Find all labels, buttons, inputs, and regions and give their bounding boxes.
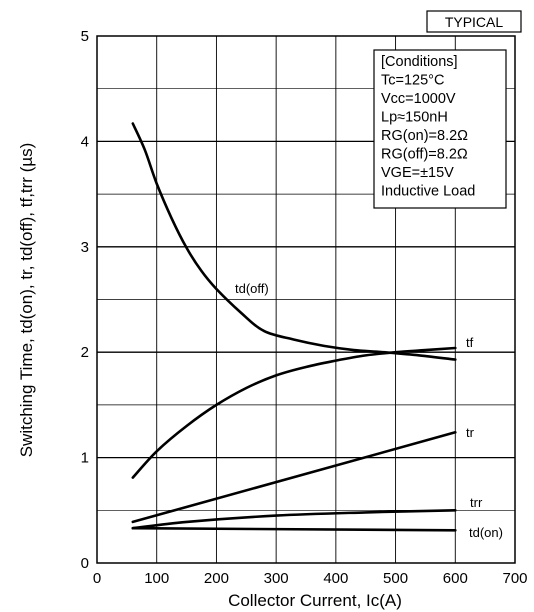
x-tick-label: 100 <box>144 570 169 587</box>
y-tick-label: 2 <box>81 344 89 361</box>
series-line-trr <box>131 509 457 530</box>
x-tick-label: 0 <box>93 570 101 587</box>
x-axis-label: Collector Current, Ic(A) <box>228 591 402 610</box>
series-label-tr: tr <box>466 425 475 440</box>
x-tick-label: 300 <box>264 570 289 587</box>
x-tick-label: 700 <box>502 570 527 587</box>
x-tick-label: 600 <box>443 570 468 587</box>
series-label-tf: tf <box>466 335 474 350</box>
x-axis-ticks: 0 100 200 300 400 500 600 700 <box>93 570 528 587</box>
condition-line: VGE=±15V <box>381 165 454 181</box>
plot-frame <box>96 35 516 564</box>
condition-line: Lp≈150nH <box>381 110 448 126</box>
typical-badge-label: TYPICAL <box>445 14 504 30</box>
series-line-tr <box>131 431 457 524</box>
condition-line: RG(on)=8.2Ω <box>381 128 468 144</box>
series-line-tdoff <box>131 122 457 361</box>
x-tick-label: 500 <box>383 570 408 587</box>
y-axis-label: Switching Time, td(on), tr, td(off), tf,… <box>17 143 36 458</box>
condition-line: Tc=125°C <box>381 73 444 89</box>
series-label-tdon: td(on) <box>469 525 503 540</box>
series-labels: td(off) tf tr trr td(on) <box>235 281 503 540</box>
y-tick-label: 4 <box>81 133 89 150</box>
series-lines <box>131 122 457 532</box>
y-tick-label: 0 <box>81 555 89 572</box>
y-tick-label: 5 <box>81 28 89 45</box>
series-line-tf <box>131 346 457 479</box>
series-line-tdon <box>131 526 457 532</box>
condition-line: [Conditions] <box>381 54 458 70</box>
condition-line: Inductive Load <box>381 184 475 200</box>
x-tick-label: 200 <box>204 570 229 587</box>
series-label-tdoff: td(off) <box>235 281 269 296</box>
condition-line: RG(off)=8.2Ω <box>381 147 468 163</box>
y-tick-label: 3 <box>81 239 89 256</box>
y-axis-ticks: 0 1 2 3 4 5 <box>81 28 89 572</box>
series-label-trr: trr <box>470 495 483 510</box>
conditions-box: [Conditions] Tc=125°C Vcc=1000V Lp≈150nH RG(… <box>373 49 507 209</box>
typical-badge: TYPICAL <box>426 10 522 33</box>
y-tick-label: 1 <box>81 450 89 467</box>
condition-line: Vcc=1000V <box>381 91 456 107</box>
x-tick-label: 400 <box>323 570 348 587</box>
